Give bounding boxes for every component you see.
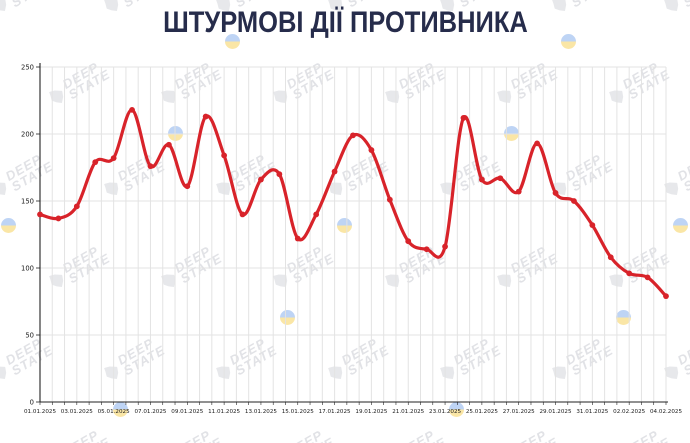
data-point-marker	[92, 159, 99, 166]
x-axis-label: 25.01.2025	[466, 409, 498, 415]
y-axis-label: 150	[21, 197, 34, 205]
data-point-marker	[386, 196, 393, 203]
x-axis-label: 09.01.2025	[171, 409, 203, 415]
x-axis-label: 23.01.2025	[429, 409, 461, 415]
x-axis-label: 05.01.2025	[98, 409, 130, 415]
data-point-marker	[147, 163, 154, 170]
data-point-marker	[442, 243, 448, 250]
data-point-marker	[276, 171, 283, 178]
x-axis-label: 07.01.2025	[134, 409, 166, 415]
x-axis-label: 29.01.2025	[540, 409, 572, 415]
data-point-marker	[626, 270, 633, 277]
data-point-marker	[202, 113, 209, 120]
title-bar: ШТУРМОВІ ДІЇ ПРОТИВНИКА	[0, 6, 690, 40]
x-axis-label: 04.02.2025	[650, 409, 682, 415]
y-axis-label: 50	[25, 331, 34, 339]
data-point-marker	[129, 106, 135, 113]
data-point-marker	[350, 132, 356, 139]
x-axis-label: 15.01.2025	[282, 409, 314, 415]
data-point-marker	[368, 147, 375, 153]
data-point-marker	[663, 293, 669, 300]
data-point-marker	[423, 246, 430, 253]
data-point-marker	[110, 155, 117, 162]
data-point-marker	[460, 115, 467, 121]
data-point-marker	[405, 238, 412, 245]
data-point-marker	[184, 183, 191, 190]
data-point-marker	[331, 168, 338, 175]
data-point-marker	[258, 176, 264, 183]
data-point-marker	[37, 211, 43, 218]
x-axis-label: 02.02.2025	[613, 409, 645, 415]
data-point-marker	[571, 198, 577, 204]
data-point-marker	[313, 211, 320, 218]
x-axis-label: 21.01.2025	[392, 409, 424, 415]
data-point-marker	[644, 274, 651, 281]
data-point-marker	[478, 176, 485, 183]
data-point-marker	[607, 254, 614, 261]
x-axis-label: 03.01.2025	[61, 409, 93, 415]
x-axis-label: 17.01.2025	[319, 409, 351, 415]
data-point-marker	[165, 141, 172, 148]
data-point-marker	[552, 190, 559, 196]
x-axis-label: 31.01.2025	[576, 409, 608, 415]
y-axis-label: 250	[21, 63, 34, 71]
data-point-marker	[239, 211, 246, 218]
x-axis-label: 01.01.2025	[24, 409, 56, 415]
data-point-marker	[515, 188, 522, 195]
data-point-marker	[294, 235, 301, 242]
chart-title: ШТУРМОВІ ДІЇ ПРОТИВНИКА	[162, 6, 528, 39]
y-axis-label: 200	[21, 130, 34, 138]
data-point-marker	[55, 215, 62, 222]
x-axis-label: 19.01.2025	[355, 409, 387, 415]
data-point-marker	[73, 203, 80, 210]
y-axis-label: 100	[21, 264, 34, 272]
data-point-marker	[589, 222, 596, 229]
data-point-marker	[497, 175, 504, 182]
x-axis-label: 13.01.2025	[245, 409, 277, 415]
data-point-marker	[534, 140, 541, 147]
x-axis-label: 27.01.2025	[503, 409, 535, 415]
x-axis-label: 11.01.2025	[208, 409, 240, 415]
y-axis-label: 0	[30, 398, 34, 406]
data-point-marker	[221, 152, 228, 159]
